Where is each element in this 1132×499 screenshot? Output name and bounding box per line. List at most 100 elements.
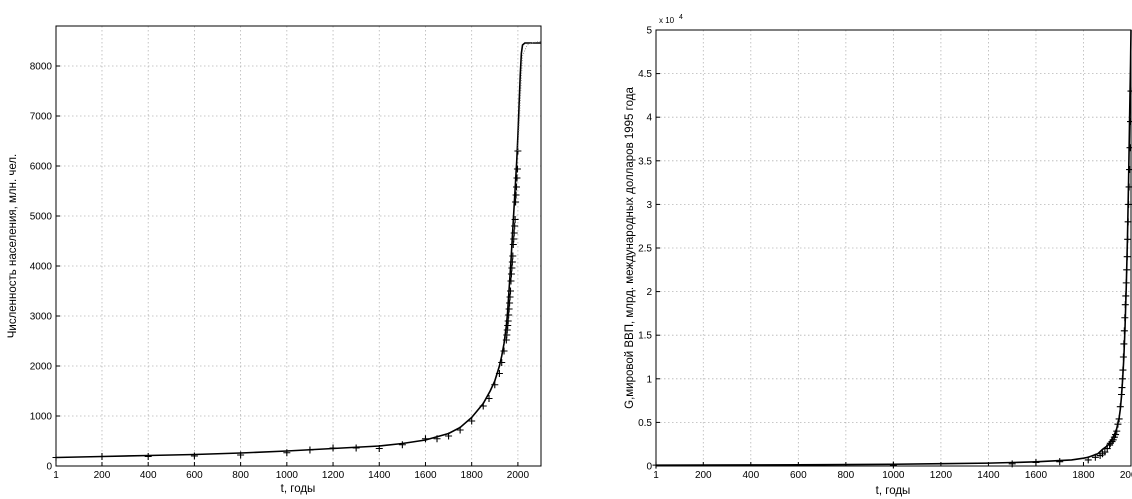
gdp-x-tick-label: 2000 xyxy=(1120,470,1132,481)
gdp-x-tick-label: 200 xyxy=(695,470,712,481)
gdp-x-tick-label: 1000 xyxy=(882,470,905,481)
population-data-point xyxy=(504,317,512,325)
population-x-tick-label: 1 xyxy=(53,470,59,481)
population-data-point xyxy=(513,165,521,173)
gdp-data-point xyxy=(1112,431,1120,439)
gdp-y-tick-label: 2 xyxy=(646,287,652,298)
gdp-data-point xyxy=(1084,456,1092,464)
gdp-x-tick-label: 1200 xyxy=(930,470,953,481)
population-data-point xyxy=(513,174,521,182)
population-data-point xyxy=(498,359,506,366)
gdp-x-tick-label: 400 xyxy=(742,470,759,481)
gdp-y-exponent-base: x 10 xyxy=(659,16,675,25)
gdp-x-tick-label: 1800 xyxy=(1072,470,1095,481)
population-data-point xyxy=(505,305,513,313)
gdp-data-point xyxy=(1122,279,1130,287)
gdp-y-exponent-power: 4 xyxy=(679,14,683,21)
population-data-point xyxy=(506,299,514,307)
gdp-chart: 120040060080010001200140016001800200000.… xyxy=(624,14,1132,497)
population-data-point xyxy=(237,451,245,459)
population-data-point xyxy=(512,191,520,199)
population-data-point xyxy=(511,222,519,230)
population-x-tick-label: 1000 xyxy=(276,470,299,481)
gdp-data-point xyxy=(1119,353,1127,361)
population-x-tick-label: 1400 xyxy=(368,470,391,481)
population-data-point xyxy=(507,277,515,285)
population-y-axis-label: Численность населения, млн. чел. xyxy=(7,154,19,339)
population-x-tick-label: 1200 xyxy=(322,470,345,481)
gdp-y-tick-label: 2.5 xyxy=(638,244,652,255)
gdp-x-tick-label: 1400 xyxy=(977,470,1000,481)
population-y-tick-label: 8000 xyxy=(30,62,53,73)
population-data-point xyxy=(456,426,464,434)
population-data-point xyxy=(507,287,514,295)
population-data-point xyxy=(509,252,517,260)
gdp-x-axis-label: t, годы xyxy=(876,485,911,497)
population-x-tick-label: 1600 xyxy=(414,470,437,481)
gdp-data-point xyxy=(1122,292,1130,300)
gdp-x-tick-label: 1600 xyxy=(1025,470,1048,481)
population-data-point xyxy=(508,264,516,272)
gdp-x-tick-label: 1 xyxy=(653,470,659,481)
gdp-data-point xyxy=(1115,415,1123,423)
gdp-ticks: 120040060080010001200140016001800200000.… xyxy=(638,26,1132,482)
gdp-y-tick-label: 1 xyxy=(646,374,652,385)
population-y-tick-label: 6000 xyxy=(30,162,53,173)
gdp-y-tick-label: 3 xyxy=(646,200,652,211)
gdp-y-tick-label: 3.5 xyxy=(638,156,652,167)
gdp-data-point xyxy=(1118,384,1126,392)
population-x-tick-label: 1800 xyxy=(461,470,484,481)
gdp-series xyxy=(652,29,1132,469)
population-data-point xyxy=(144,453,152,460)
population-data-point xyxy=(510,235,518,243)
gdp-data-point xyxy=(1124,235,1132,243)
population-y-tick-label: 4000 xyxy=(30,262,53,273)
population-x-tick-label: 800 xyxy=(232,470,249,481)
gdp-data-point xyxy=(1108,438,1116,446)
population-data-point xyxy=(485,395,493,402)
population-data-point xyxy=(479,402,487,410)
population-data-point xyxy=(329,444,337,452)
gdp-data-point xyxy=(1123,266,1131,274)
population-data-point xyxy=(445,432,453,440)
gdp-data-point xyxy=(1124,218,1132,226)
population-data-point xyxy=(190,452,198,460)
gdp-data-point xyxy=(1113,427,1121,435)
population-data-point xyxy=(507,270,515,278)
gdp-x-tick-label: 800 xyxy=(838,470,855,481)
population-plot-frame xyxy=(55,25,542,467)
population-data-point xyxy=(398,441,406,449)
gdp-y-tick-label: 1.5 xyxy=(638,331,652,342)
population-chart: 1 200 400 600 800 1000 1200 1400 1600 1800 2000010… xyxy=(7,25,542,495)
gdp-data-point xyxy=(1119,366,1127,374)
population-y-tick-label: 3000 xyxy=(30,312,53,323)
gdp-y-tick-label: 4 xyxy=(646,113,652,124)
gdp-data-point xyxy=(1121,314,1129,322)
population-data-point xyxy=(500,347,508,355)
population-data-point xyxy=(433,435,441,443)
population-y-tick-label: 5000 xyxy=(30,212,53,223)
gdp-data-point xyxy=(1118,375,1126,383)
gdp-y-tick-label: 4.5 xyxy=(638,69,652,80)
population-data-point xyxy=(510,229,518,237)
gdp-data-point xyxy=(1123,253,1131,261)
gdp-data-point xyxy=(1120,340,1128,348)
population-grid xyxy=(56,26,541,466)
population-data-point xyxy=(468,417,476,425)
population-data-point xyxy=(511,216,519,223)
population-y-tick-label: 0 xyxy=(46,462,52,473)
gdp-data-point xyxy=(1056,458,1064,466)
gdp-x-tick-label: 600 xyxy=(790,470,807,481)
population-data-point xyxy=(505,311,513,319)
gdp-y-tick-label: 5 xyxy=(646,26,652,37)
gdp-grid xyxy=(656,30,1132,466)
gdp-data-point xyxy=(1120,327,1128,335)
gdp-y-axis-label: G,мировой ВВП, млрд. международных долла… xyxy=(624,87,636,409)
population-y-tick-label: 2000 xyxy=(30,362,53,373)
gdp-data-point xyxy=(1121,301,1129,309)
population-x-axis-label: t, годы xyxy=(281,483,316,495)
population-x-tick-label: 600 xyxy=(186,470,203,481)
population-data-point xyxy=(421,435,429,443)
population-data-point xyxy=(306,446,314,454)
population-projection-line xyxy=(517,41,542,152)
